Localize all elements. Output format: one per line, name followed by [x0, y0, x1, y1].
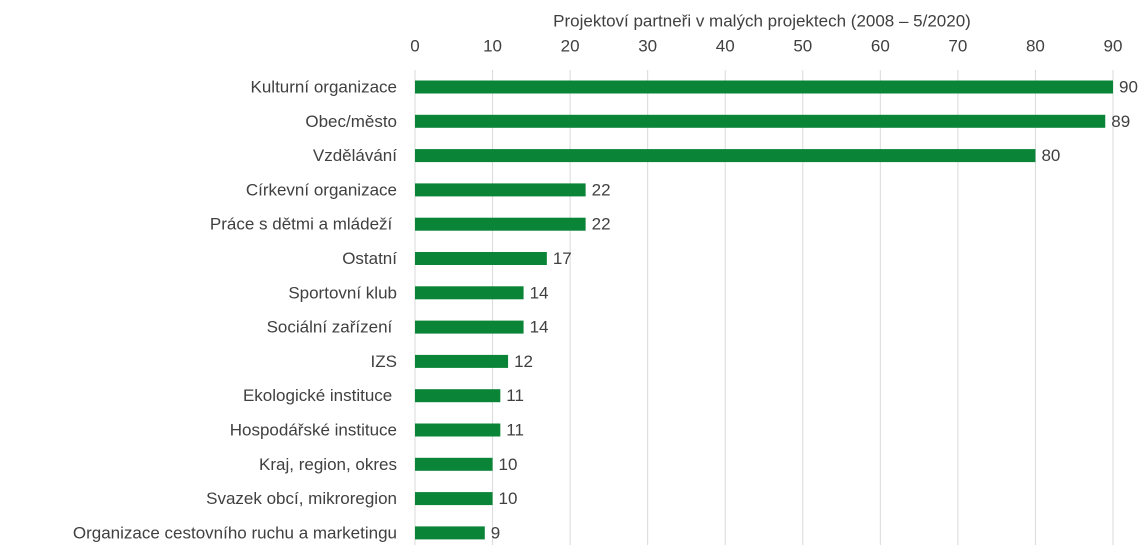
bar [415, 389, 501, 403]
x-tick-label: 20 [561, 36, 580, 55]
category-label: Vzdělávání [313, 146, 397, 165]
value-label: 11 [506, 386, 524, 405]
bar [415, 114, 1106, 128]
x-tick-label: 10 [483, 36, 502, 55]
bar [415, 423, 501, 437]
category-label: Hospodářské instituce [230, 420, 397, 439]
value-label: 10 [499, 455, 518, 474]
x-tick-label: 30 [638, 36, 657, 55]
x-tick-label: 0 [410, 36, 419, 55]
category-label: Ekologické instituce [243, 386, 397, 405]
bar [415, 354, 509, 368]
value-label: 14 [530, 283, 549, 302]
category-label: IZS [371, 352, 397, 371]
value-label: 10 [499, 489, 518, 508]
category-label: Ostatní [342, 249, 397, 268]
value-label: 17 [553, 249, 572, 268]
x-tick-label: 60 [871, 36, 890, 55]
value-label: 89 [1111, 112, 1130, 131]
bar [415, 320, 524, 334]
value-label: 90 [1119, 77, 1138, 96]
value-label: 22 [592, 180, 611, 199]
value-label: 11 [506, 420, 524, 439]
category-label: Práce s dětmi a mládeží [210, 215, 397, 234]
x-tick-label: 90 [1104, 36, 1123, 55]
category-label: Sociální zařízení [267, 318, 397, 337]
x-tick-label: 50 [793, 36, 812, 55]
chart-title: Projektoví partneři v malých projektech … [553, 11, 971, 30]
value-label: 12 [514, 352, 533, 371]
category-label: Organizace cestovního ruchu a marketingu [73, 523, 397, 542]
bar [415, 492, 493, 506]
bar [415, 217, 586, 231]
x-tick-label: 40 [716, 36, 735, 55]
x-tick-label: 80 [1026, 36, 1045, 55]
bar [415, 149, 1036, 163]
bar [415, 526, 485, 540]
category-label: Kraj, region, okres [259, 455, 397, 474]
bar [415, 252, 547, 265]
bar [415, 80, 1113, 94]
bar [415, 286, 524, 300]
bar [415, 457, 493, 471]
value-label: 80 [1041, 146, 1060, 165]
category-label: Sportovní klub [288, 283, 397, 302]
value-label: 14 [530, 318, 549, 337]
category-label: Církevní organizace [246, 180, 397, 199]
value-label: 22 [592, 215, 611, 234]
category-label: Kulturní organizace [251, 77, 397, 96]
value-label: 9 [491, 523, 500, 542]
category-label: Obec/město [305, 112, 397, 131]
category-label: Svazek obcí, mikroregion [206, 489, 397, 508]
x-tick-label: 70 [948, 36, 967, 55]
bar [415, 183, 586, 197]
